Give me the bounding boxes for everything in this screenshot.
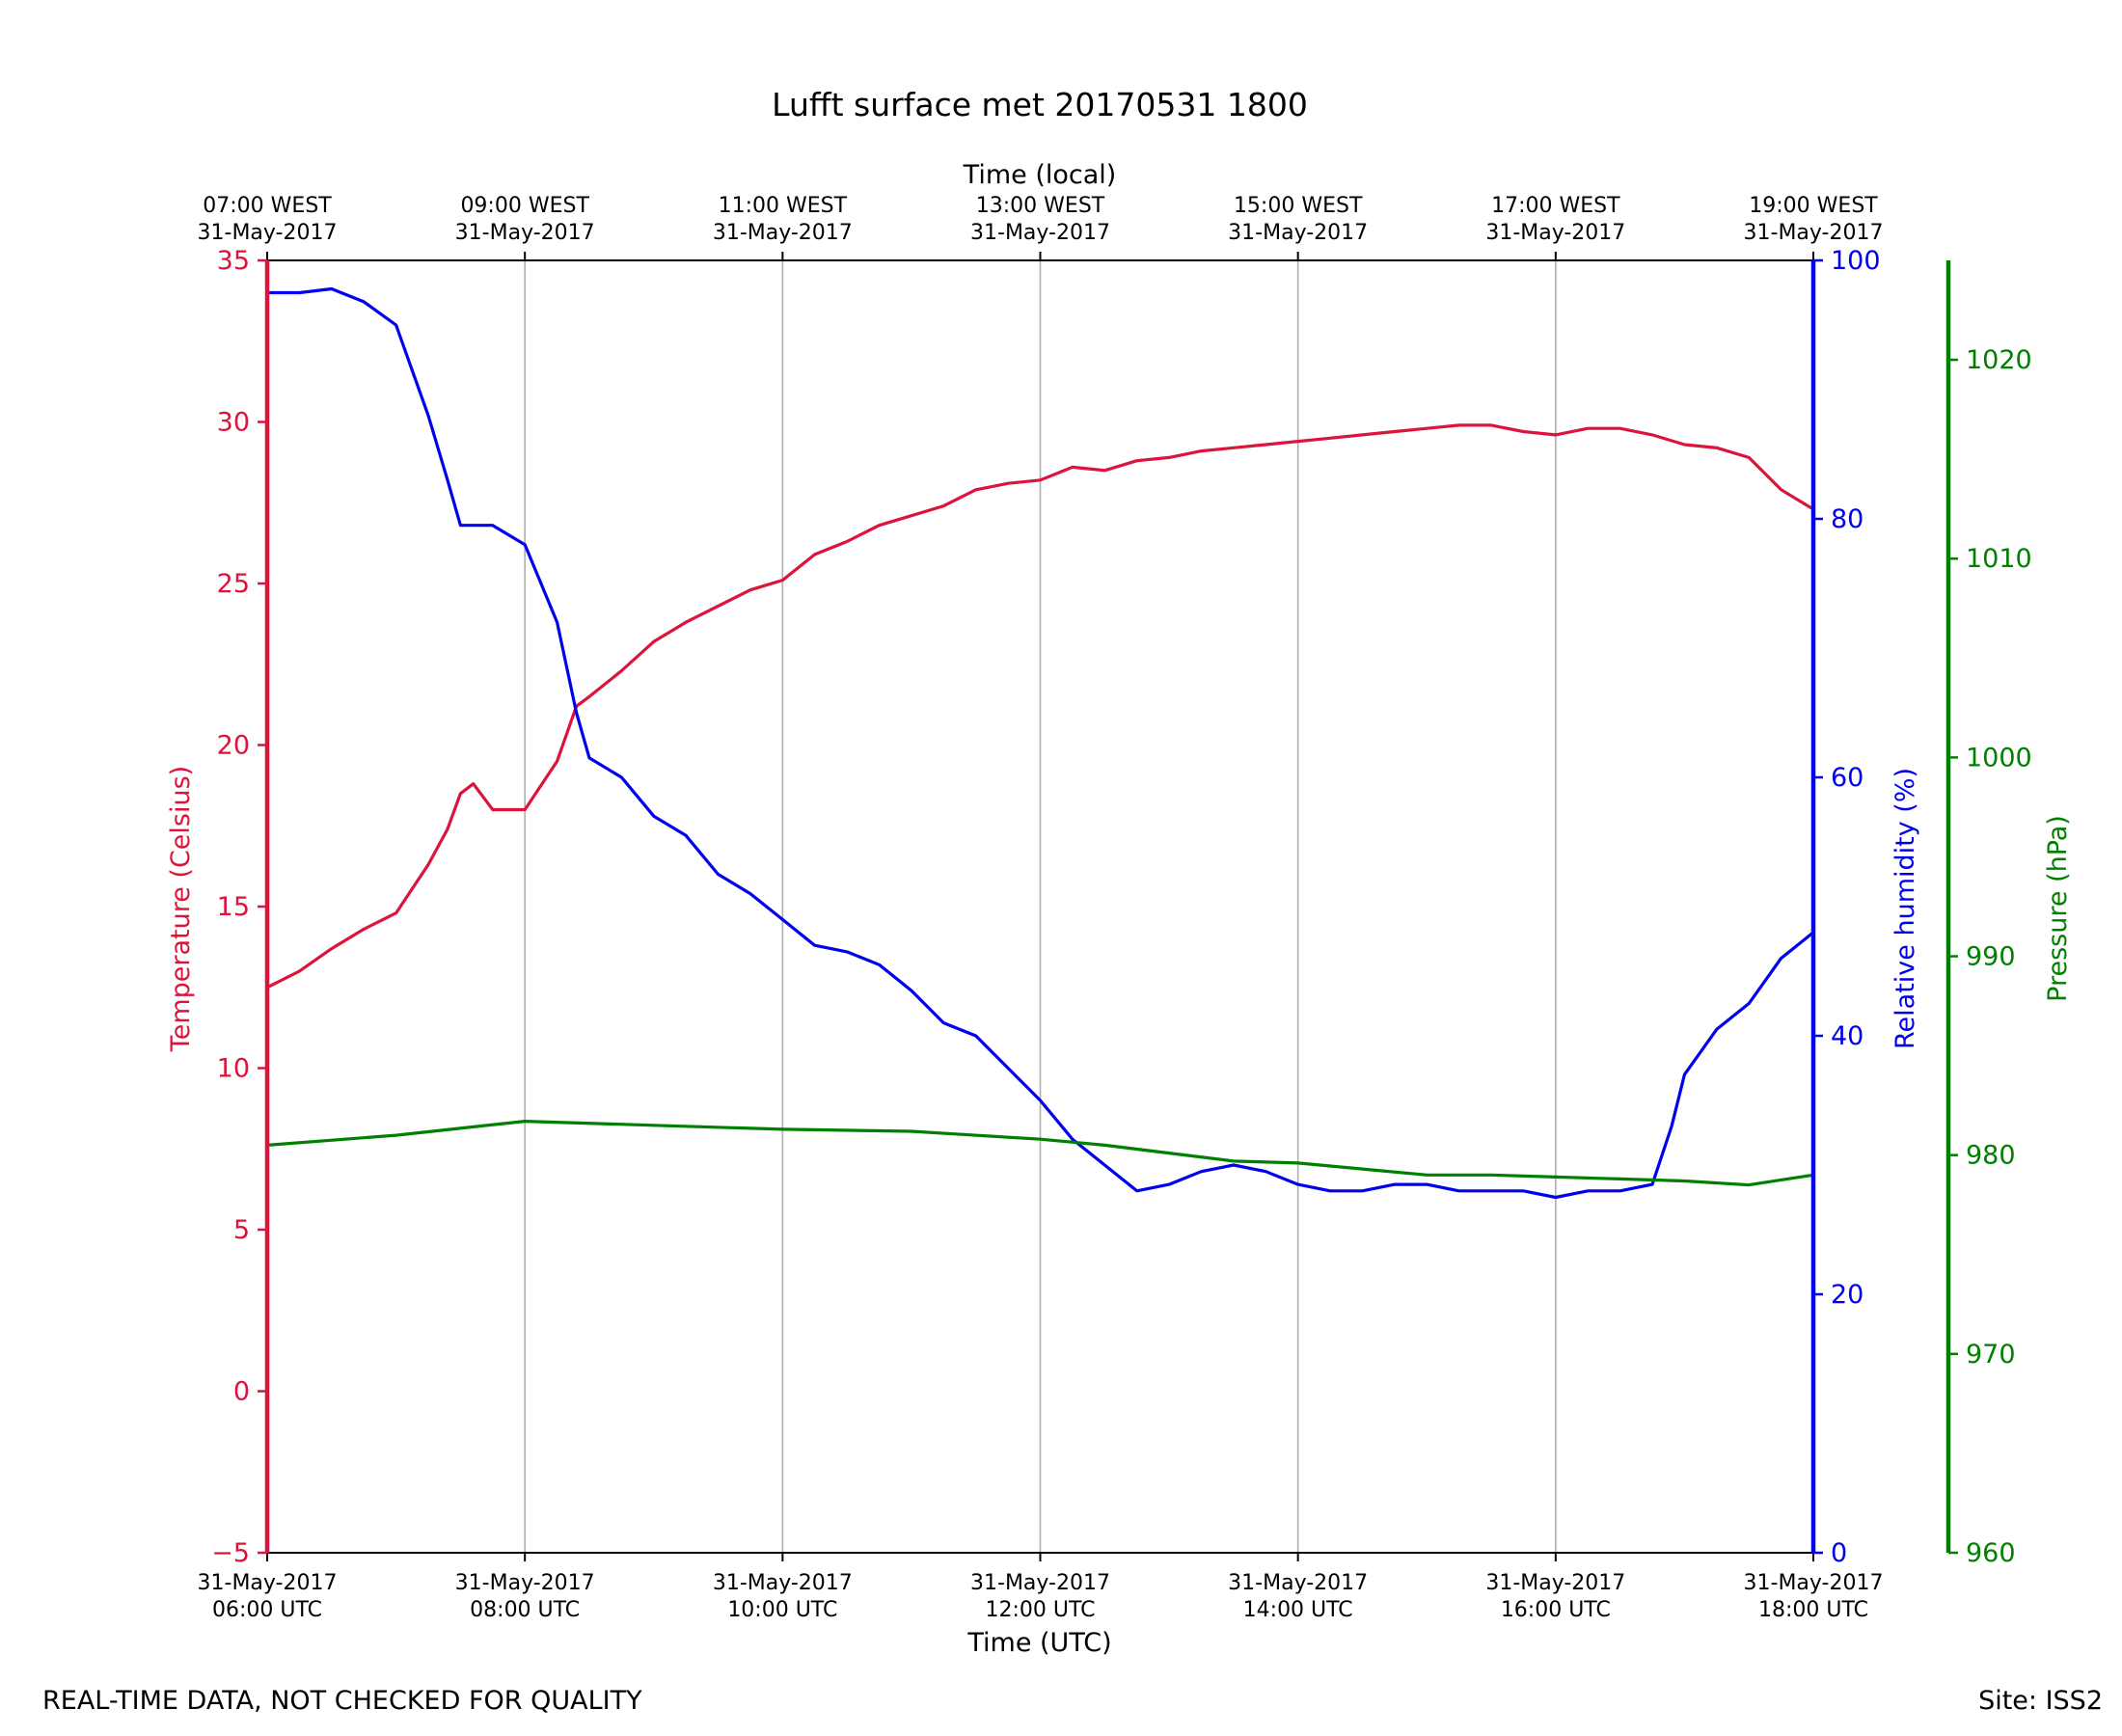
x-tick-label-top-date: 31-May-2017 xyxy=(970,221,1110,245)
humidity-tick-label: 100 xyxy=(1831,246,1881,276)
temperature-tick-label: 35 xyxy=(217,246,250,276)
pressure-tick-label: 990 xyxy=(1966,942,2016,972)
x-tick-label-bottom-date: 31-May-2017 xyxy=(1744,1571,1884,1595)
pressure-tick-label: 960 xyxy=(1966,1538,2016,1568)
axis-ticks: 31-May-2017 06:00 UTC 31-May-2017 08:00 UTC… xyxy=(198,194,2032,1622)
axes xyxy=(264,259,1951,1554)
x-axis-label-top: Time (local) xyxy=(963,160,1117,190)
x-tick-label-bottom-date: 31-May-2017 xyxy=(1485,1571,1625,1595)
pressure-series-line xyxy=(266,1119,1814,1187)
temperature-tick-label: 30 xyxy=(217,408,250,438)
x-tick-label-bottom-date: 31-May-2017 xyxy=(198,1571,338,1595)
x-tick-label-bottom-time: 06:00 UTC xyxy=(212,1598,322,1622)
humidity-tick-label: 60 xyxy=(1831,763,1864,793)
x-tick-label-top-time: 17:00 WEST xyxy=(1491,194,1620,218)
temperature-axis-label: Temperature (Celsius) xyxy=(166,766,196,1052)
temperature-tick-label: 0 xyxy=(233,1377,250,1407)
temperature-tick-label: 25 xyxy=(217,569,250,599)
x-tick-label-top-time: 13:00 WEST xyxy=(976,194,1105,218)
x-tick-label-bottom-time: 12:00 UTC xyxy=(985,1598,1095,1622)
x-tick-label-bottom-time: 10:00 UTC xyxy=(727,1598,837,1622)
humidity-axis-label: Relative humidity (%) xyxy=(1891,768,1920,1049)
x-tick-label-top-time: 09:00 WEST xyxy=(460,194,589,218)
pressure-axis-label: Pressure (hPa) xyxy=(2043,815,2073,1002)
x-tick-label-top-time: 19:00 WEST xyxy=(1749,194,1878,218)
x-tick-label-bottom-date: 31-May-2017 xyxy=(455,1571,595,1595)
x-tick-label-top-date: 31-May-2017 xyxy=(455,221,595,245)
humidity-tick-label: 20 xyxy=(1831,1280,1864,1310)
chart-title: Lufft surface met 20170531 1800 xyxy=(772,86,1308,123)
humidity-tick-label: 80 xyxy=(1831,504,1864,534)
temperature-tick-label: 15 xyxy=(217,892,250,922)
x-axis-label-bottom: Time (UTC) xyxy=(966,1628,1111,1658)
x-tick-label-top-time: 11:00 WEST xyxy=(719,194,848,218)
x-tick-label-bottom-time: 14:00 UTC xyxy=(1243,1598,1353,1622)
humidity-tick-label: 0 xyxy=(1831,1538,1847,1568)
site-label: Site: ISS2 xyxy=(1978,1686,2103,1716)
temperature-tick-label: 10 xyxy=(217,1054,250,1084)
temperature-tick-label: −5 xyxy=(211,1538,250,1568)
x-tick-label-top-date: 31-May-2017 xyxy=(1744,221,1884,245)
temperature-tick-label: 20 xyxy=(217,731,250,761)
pressure-tick-label: 970 xyxy=(1966,1340,2016,1370)
x-tick-label-top-date: 31-May-2017 xyxy=(1228,221,1368,245)
x-tick-label-top-time: 15:00 WEST xyxy=(1234,194,1363,218)
x-tick-label-top-date: 31-May-2017 xyxy=(713,221,853,245)
x-tick-label-bottom-date: 31-May-2017 xyxy=(713,1571,853,1595)
x-tick-label-bottom-time: 08:00 UTC xyxy=(470,1598,580,1622)
pressure-tick-label: 980 xyxy=(1966,1141,2016,1171)
humidity-tick-label: 40 xyxy=(1831,1021,1864,1051)
x-tick-label-bottom-time: 18:00 UTC xyxy=(1758,1598,1868,1622)
x-tick-label-top-date: 31-May-2017 xyxy=(1485,221,1625,245)
x-tick-label-top-time: 07:00 WEST xyxy=(203,194,332,218)
temperature-tick-label: 5 xyxy=(233,1215,250,1245)
pressure-tick-label: 1010 xyxy=(1966,544,2032,574)
series-lines xyxy=(266,286,1815,1200)
quality-disclaimer: REAL-TIME DATA, NOT CHECKED FOR QUALITY xyxy=(42,1686,642,1716)
x-tick-label-bottom-date: 31-May-2017 xyxy=(970,1571,1110,1595)
pressure-tick-label: 1000 xyxy=(1966,743,2032,773)
x-tick-label-bottom-date: 31-May-2017 xyxy=(1228,1571,1368,1595)
grid-lines xyxy=(524,260,1557,1553)
temperature-series-line xyxy=(266,423,1814,990)
pressure-tick-label: 1020 xyxy=(1966,345,2032,375)
x-tick-label-bottom-time: 16:00 UTC xyxy=(1501,1598,1611,1622)
x-tick-label-top-date: 31-May-2017 xyxy=(198,221,338,245)
humidity-series-line xyxy=(267,286,1815,1200)
